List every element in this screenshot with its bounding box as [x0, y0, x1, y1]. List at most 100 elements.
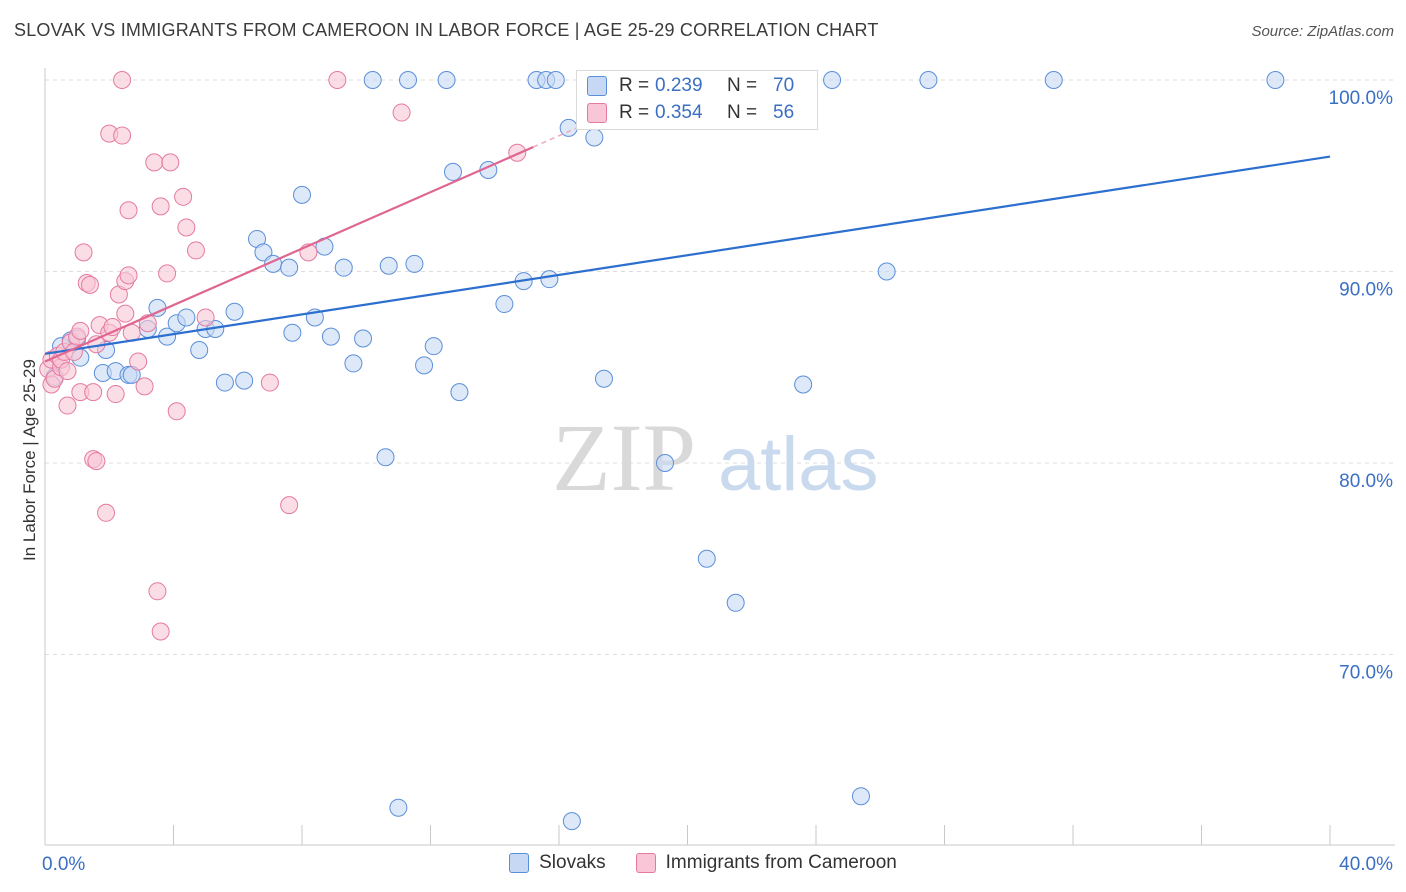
slovaks-swatch — [509, 853, 530, 873]
slovaks-point — [437, 71, 456, 89]
slovaks-point — [225, 302, 244, 321]
slovaks-point — [177, 308, 196, 327]
cameroon-trend-line — [44, 146, 534, 363]
slovaks-point — [405, 254, 424, 273]
slovaks-point — [399, 71, 418, 89]
x-tick-label: 40.0% — [1339, 854, 1393, 875]
cameroon-point — [158, 264, 177, 283]
n-label: N = — [727, 75, 758, 96]
n-label: N = — [727, 102, 758, 123]
slovaks-point — [415, 356, 434, 375]
cameroon-point — [161, 153, 180, 172]
series-legend: Slovaks Immigrants from Cameroon — [0, 852, 1406, 874]
y-tick-label: 80.0% — [1339, 471, 1393, 492]
slovaks-point — [851, 787, 870, 806]
slovaks-point — [363, 71, 382, 89]
grid-lines — [45, 79, 1395, 655]
n-value: 70 — [773, 75, 795, 96]
watermark: ZIP atlas — [552, 404, 879, 511]
cameroon-point — [129, 352, 148, 371]
watermark-zip: ZIP — [552, 404, 696, 511]
slovaks-point — [656, 454, 675, 472]
cameroon-point — [74, 243, 93, 262]
cameroon-point — [148, 582, 167, 601]
cameroon-point — [119, 266, 138, 285]
chart-title: SLOVAK VS IMMIGRANTS FROM CAMEROON IN LA… — [14, 20, 879, 40]
cameroon-point — [186, 241, 205, 260]
slovaks-point — [389, 798, 408, 817]
r-label: R = — [619, 75, 650, 96]
cameroon-point — [135, 377, 154, 396]
y-tick-label: 100.0% — [1329, 88, 1394, 109]
cameroon-point — [106, 385, 125, 404]
legend-row-slovaks: R = 0.239 N = 70 — [587, 75, 794, 97]
slovaks-point — [1044, 71, 1063, 89]
slovaks-point — [321, 327, 340, 346]
cameroon-swatch — [635, 853, 656, 873]
source-label: Source: ZipAtlas.com — [1251, 23, 1394, 40]
slovaks-trend-line — [44, 155, 1331, 355]
slovaks-point — [562, 812, 581, 831]
legend-label: Immigrants from Cameroon — [665, 852, 897, 873]
slovaks-point — [190, 341, 209, 360]
slovaks-point — [495, 295, 514, 314]
slovaks-point — [585, 128, 604, 147]
x-tick-label: 0.0% — [42, 854, 85, 875]
cameroon-point — [58, 396, 77, 415]
watermark-atlas: atlas — [718, 422, 879, 507]
legend-label: Slovaks — [539, 852, 606, 873]
cameroon-point — [328, 71, 347, 89]
cameroon-point — [84, 383, 103, 402]
slovaks-point — [594, 369, 613, 388]
axes — [44, 68, 1395, 846]
cameroon-point — [151, 197, 170, 216]
cameroon-point — [260, 373, 279, 392]
cameroon-point — [71, 321, 90, 340]
slovaks-point — [443, 162, 462, 181]
slovaks-point — [697, 549, 716, 568]
slovaks-point — [283, 323, 302, 342]
cameroon-point — [392, 103, 411, 122]
trend-lines — [44, 92, 1331, 363]
slovaks-point — [235, 371, 254, 390]
cameroon-point — [97, 503, 116, 522]
cameroon-point — [280, 496, 299, 515]
cameroon-point — [80, 275, 99, 294]
slovaks-point — [379, 256, 398, 275]
slovaks-point — [726, 593, 745, 612]
slovaks-swatch — [587, 76, 607, 96]
slovaks-point — [254, 243, 273, 262]
legend-item-cameroon[interactable]: Immigrants from Cameroon — [635, 852, 897, 874]
r-value: 0.354 — [655, 102, 703, 123]
n-value: 56 — [773, 102, 795, 123]
slovaks-point — [794, 375, 813, 394]
cameroon-point — [87, 452, 106, 471]
slovaks-point — [293, 185, 311, 204]
slovaks-point — [424, 337, 443, 356]
legend-item-slovaks[interactable]: Slovaks — [509, 852, 606, 874]
slovaks-point — [354, 329, 373, 348]
cameroon-point — [119, 201, 138, 220]
legend-row-cameroon: R = 0.354 N = 56 — [587, 102, 794, 124]
cameroon-point — [116, 304, 135, 323]
slovaks-point — [334, 258, 353, 277]
cameroon-point — [145, 153, 164, 172]
cameroon-point — [151, 622, 170, 641]
slovaks-point — [919, 71, 938, 89]
cameroon-point — [174, 187, 193, 206]
slovaks-point — [280, 258, 299, 277]
slovaks-point — [1266, 71, 1285, 89]
slovaks-point — [540, 270, 559, 289]
slovaks-point — [344, 354, 363, 373]
slovaks-point — [376, 448, 395, 467]
y-tick-label: 70.0% — [1339, 663, 1393, 684]
tick-labels: 100.0% 90.0% 80.0% 70.0% 0.0% 40.0% — [42, 88, 1393, 875]
cameroon-point — [508, 143, 527, 162]
slovaks-point — [546, 71, 565, 89]
cameroon-point — [113, 126, 132, 145]
cameroon-point — [196, 308, 215, 327]
r-value: 0.239 — [655, 75, 703, 96]
slovaks-point — [450, 383, 469, 402]
cameroon-point — [177, 218, 196, 237]
